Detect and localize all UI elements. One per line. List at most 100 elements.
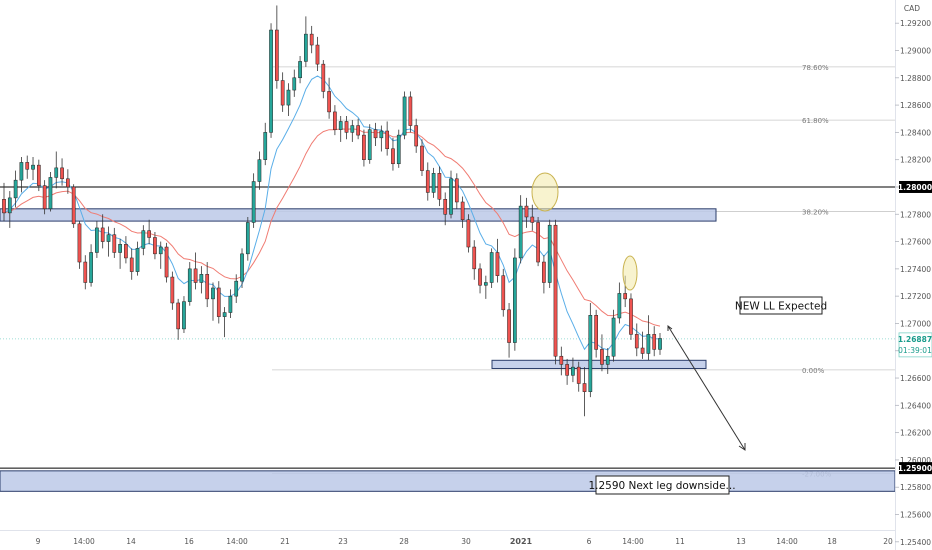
candle-body — [234, 280, 239, 297]
projection-arrow-line — [667, 325, 746, 451]
candle-body — [2, 199, 6, 214]
candle-body — [205, 274, 210, 300]
candle-body — [187, 268, 192, 302]
candle-body — [495, 252, 500, 276]
highlight-circle-1 — [531, 172, 559, 212]
projection-arrow-head — [738, 443, 746, 451]
candle-body — [582, 383, 587, 392]
candle-body — [489, 252, 494, 283]
candle-body — [547, 224, 552, 283]
candle-body — [31, 164, 35, 170]
candle-body — [431, 173, 436, 193]
price-zones — [0, 208, 896, 492]
plot-area[interactable]: 78.60%61.80%38.20%0.00%-27.00% NEW LL Ex… — [0, 5, 896, 495]
candle-body — [617, 293, 622, 319]
time-tick-label: 6 — [587, 537, 592, 546]
price-axis[interactable]: CAD 1.25400 1.25600 1.25800 1.26000 1.26200 1… — [895, 0, 932, 550]
candle-body — [611, 317, 616, 357]
price-tick-label: 1.26600 — [900, 374, 931, 383]
candle-body — [530, 216, 535, 223]
candle-body — [211, 287, 215, 300]
candle-body — [576, 366, 581, 384]
candle-body — [263, 132, 268, 160]
candle-body — [182, 301, 186, 330]
time-axis[interactable]: 9 14:00 14 16 14:00 21 23 28 30 2021 6 14:00 11 13 14:… — [0, 530, 895, 547]
time-tick-label: 14:00 — [776, 537, 798, 546]
candle-body — [385, 130, 389, 150]
candle-body — [147, 230, 151, 238]
horizontal-levels — [0, 186, 895, 469]
candle-body — [257, 159, 262, 182]
candle-body — [408, 96, 413, 126]
price-tick-label: 1.26400 — [900, 401, 931, 410]
candle-body — [269, 29, 273, 133]
candle-body — [646, 334, 651, 354]
candle-body — [164, 246, 169, 278]
time-tick-label: 13 — [736, 537, 746, 546]
candle-body — [176, 302, 181, 330]
candle-body — [483, 282, 488, 286]
candle-body — [542, 261, 546, 283]
candle-body — [315, 44, 320, 65]
candle-body — [437, 173, 442, 200]
candle-body — [524, 205, 529, 218]
candle-body — [350, 125, 355, 133]
price-tick-label: 1.26200 — [900, 429, 931, 438]
candle-body — [199, 274, 204, 283]
candle-body — [304, 33, 308, 62]
candlesticks — [2, 5, 662, 417]
candle-body — [402, 96, 407, 136]
candle-body — [362, 134, 366, 160]
candle-body — [141, 230, 146, 249]
candle-body — [100, 227, 105, 242]
time-tick-label: 14:00 — [226, 537, 248, 546]
price-tick-label: 1.28200 — [900, 156, 931, 165]
candle-body — [518, 205, 523, 259]
candle-body — [83, 261, 88, 283]
candle-body — [333, 111, 337, 130]
candle-body — [472, 246, 477, 270]
price-tick-label: 1.27400 — [900, 265, 931, 274]
candle-body — [106, 234, 111, 242]
candle-body — [652, 334, 657, 350]
candle-body — [193, 268, 198, 283]
candle-body — [634, 334, 639, 349]
time-tick-label: 28 — [399, 537, 409, 546]
candle-body — [327, 91, 331, 113]
candle-body — [507, 309, 511, 343]
candle-body — [158, 246, 163, 255]
time-tick-label: 16 — [184, 537, 194, 546]
target-label: 1.2590 Next leg downside... — [588, 480, 735, 492]
candle-body — [391, 148, 395, 165]
candle-body — [124, 244, 128, 259]
candle-body — [594, 315, 598, 350]
candle-body — [222, 312, 227, 317]
time-tick-label: 2021 — [510, 537, 533, 546]
price-tick-label: 1.27000 — [900, 319, 931, 328]
price-tick-label: 1.25800 — [900, 483, 931, 492]
fib-level-label: 61.80% — [802, 117, 829, 125]
expected-label-box — [739, 296, 823, 315]
candle-body — [48, 177, 53, 210]
candle-body — [25, 162, 30, 170]
candle-body — [460, 201, 465, 220]
candle-body — [338, 121, 343, 130]
candle-body — [565, 364, 569, 376]
candle-body — [309, 33, 314, 46]
price-tick-label: 1.27800 — [900, 210, 931, 219]
candle-body — [501, 275, 506, 311]
candle-body — [286, 89, 291, 106]
candle-body — [251, 181, 256, 223]
target-zone — [0, 470, 896, 492]
svg-text:1.26887: 1.26887 — [898, 335, 932, 344]
candle-body — [513, 257, 517, 343]
candle-body — [443, 199, 448, 215]
time-tick-label: 14:00 — [622, 537, 644, 546]
candle-body — [170, 276, 175, 304]
target-label-box — [595, 475, 730, 495]
price-tick-label: 1.26000 — [900, 456, 931, 465]
time-tick-label: 21 — [280, 537, 290, 546]
candle-body — [588, 315, 593, 392]
time-tick-label: 11 — [675, 537, 685, 546]
